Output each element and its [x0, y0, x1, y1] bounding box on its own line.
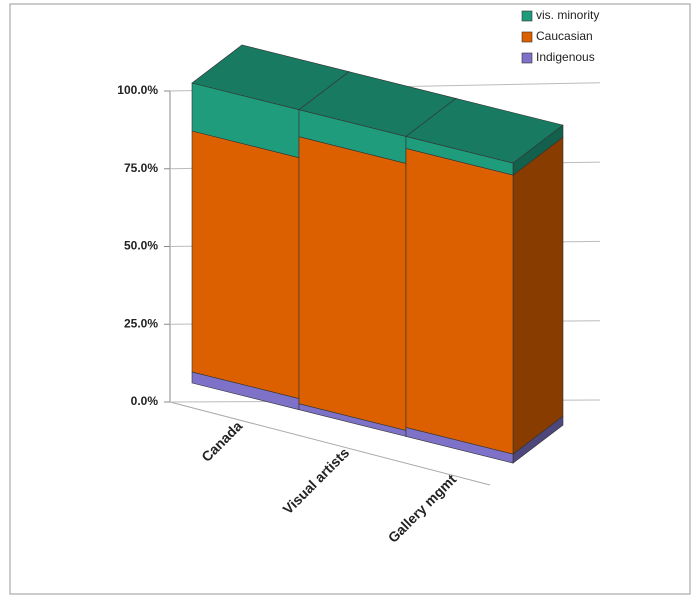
y-tick-label: 50.0%: [124, 239, 158, 253]
floor-edge: [169, 401, 491, 486]
y-tick-label: 25.0%: [124, 316, 158, 330]
y-tick-label: 75.0%: [124, 161, 158, 175]
bar-segment: [191, 130, 300, 399]
bar-segment: [298, 136, 407, 431]
bar-segment: [405, 148, 514, 455]
legend-swatch: [521, 31, 533, 43]
y-tick-label: 0.0%: [131, 394, 159, 408]
legend-swatch: [521, 52, 533, 64]
legend-label: Caucasian: [536, 29, 593, 43]
bar-top: [405, 98, 564, 164]
legend-label: vis. minority: [536, 8, 599, 22]
y-tick-label: 100.0%: [117, 83, 158, 97]
legend-swatch: [521, 10, 533, 22]
legend-label: Indigenous: [536, 50, 595, 64]
bar-side: [512, 136, 564, 455]
